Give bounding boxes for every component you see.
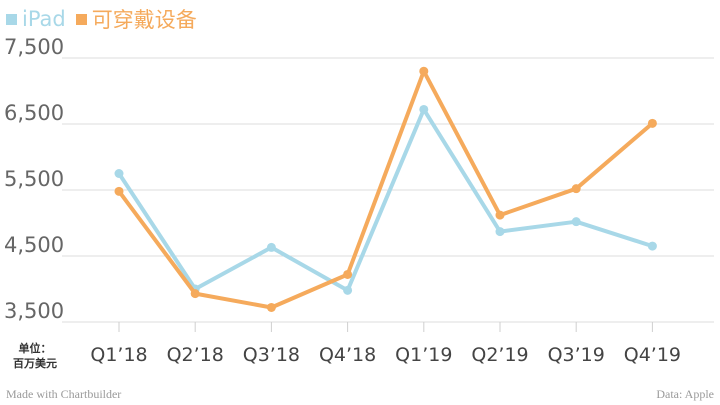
data-point-wearables (419, 66, 429, 76)
data-source: Data: Apple (656, 387, 714, 401)
y-tick-label: 5,500 (4, 167, 64, 191)
x-tick-label: Q4’19 (624, 344, 681, 366)
legend-label-wearables: 可穿戴设备 (91, 8, 197, 32)
chartbuilder-credit: Made with Chartbuilder (6, 387, 122, 401)
legend-label-ipad: iPad (22, 7, 66, 31)
chart-legend: iPad 可穿戴设备 (6, 5, 207, 33)
x-tick-label: Q4’18 (319, 344, 376, 366)
unit-label-line-2: 百万美元 (13, 357, 57, 370)
x-tick-label: Q1’19 (395, 344, 452, 366)
data-point-wearables (114, 186, 124, 196)
legend-swatch-ipad (6, 13, 17, 25)
x-tick-label: Q3’18 (243, 344, 300, 366)
x-tick-label: Q3’19 (548, 344, 605, 366)
x-tick-label: Q2’19 (471, 344, 528, 366)
series-line-ipad (117, 107, 655, 293)
unit-label: 单位： 百万美元 (6, 341, 64, 371)
y-tick-label: 3,500 (4, 299, 64, 323)
legend-swatch-wearables (75, 13, 87, 25)
data-point-wearables (647, 118, 657, 128)
y-tick-label: 4,500 (4, 233, 64, 257)
y-tick-label: 6,500 (4, 101, 64, 125)
data-point-ipad (266, 242, 276, 252)
x-tick-label: Q2’18 (167, 344, 224, 366)
y-tick-label: 7,500 (4, 35, 64, 59)
data-point-ipad (647, 241, 657, 251)
data-point-ipad (419, 104, 429, 114)
data-point-wearables (266, 302, 276, 312)
data-point-ipad (343, 285, 353, 295)
data-point-wearables (495, 210, 505, 220)
unit-label-line-1: 单位： (18, 342, 52, 355)
legend-item-wearables: 可穿戴设备 (75, 4, 197, 34)
data-point-ipad (495, 227, 505, 237)
legend-item-ipad: iPad (6, 7, 66, 31)
data-point-wearables (571, 184, 581, 194)
data-point-wearables (343, 269, 353, 279)
data-point-ipad (114, 169, 124, 178)
data-point-ipad (571, 217, 581, 227)
data-point-wearables (190, 289, 200, 299)
x-tick-label: Q1’18 (90, 344, 147, 366)
series-line-wearables (117, 69, 655, 310)
